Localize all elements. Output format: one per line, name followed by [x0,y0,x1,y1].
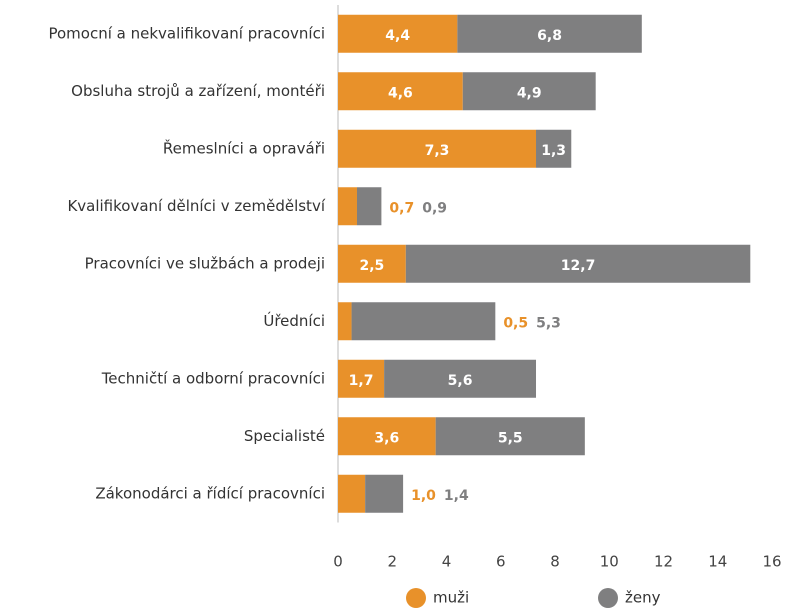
category-label: Úředníci [263,311,325,330]
category-label: Zákonodárci a řídící pracovníci [95,484,325,502]
x-tick-label: 12 [654,553,673,571]
data-label: 4,6 [388,85,413,101]
data-label: 1,7 [349,373,374,389]
bar-segment [338,129,537,168]
data-label: 5,6 [448,373,473,389]
bar-segment [435,417,585,456]
category-label: Řemeslníci a opraváři [163,138,325,157]
x-tick-label: 10 [600,553,619,571]
bar-segment [338,187,357,226]
data-label: 1,4 [444,488,469,504]
bar-segment [338,359,385,398]
data-label: 0,5 [503,315,528,331]
data-label: 6,8 [537,28,562,44]
legend-label: ženy [625,589,661,607]
category-label: Techničtí a odborní pracovníci [101,369,325,387]
x-tick-label: 6 [496,553,506,571]
data-label: 2,5 [360,258,385,274]
bar-segment [536,129,572,168]
bar-segment [384,359,537,398]
data-label: 1,3 [541,143,566,159]
legend-swatch [598,588,618,608]
data-label: 5,3 [536,315,561,331]
category-label: Kvalifikovaní dělníci v zemědělství [67,197,325,215]
data-label: 3,6 [374,430,399,446]
category-label: Specialisté [244,427,325,445]
x-tick-label: 16 [762,553,781,571]
bar-segment [462,72,596,111]
x-tick-label: 0 [333,553,343,571]
bar-segment [405,244,751,283]
data-label: 1,0 [411,488,436,504]
data-label: 0,7 [389,200,414,216]
data-label: 4,4 [385,28,410,44]
data-label: 12,7 [561,258,596,274]
bar-segment [338,244,406,283]
data-label: 4,9 [517,85,542,101]
x-tick-label: 4 [442,553,452,571]
bar-segment [338,72,463,111]
bar-segment [338,474,366,513]
x-tick-label: 2 [387,553,397,571]
data-label: 5,5 [498,430,523,446]
category-label: Pomocní a nekvalifikovaní pracovníci [48,24,325,42]
data-label: 7,3 [425,143,450,159]
category-label: Pracovníci ve službách a prodeji [85,254,325,272]
legend-swatch [406,588,426,608]
bar-segment [457,14,642,53]
bar-segment [351,302,496,341]
bar-segment [338,302,352,341]
x-tick-label: 14 [708,553,727,571]
bar-segment [338,417,436,456]
category-label: Obsluha strojů a zařízení, montéři [71,82,325,100]
x-tick-label: 8 [550,553,560,571]
bar-segment [356,187,382,226]
data-label: 0,9 [422,200,447,216]
bar-segment [365,474,404,513]
legend-label: muži [433,589,469,607]
bar-segment [338,14,458,53]
